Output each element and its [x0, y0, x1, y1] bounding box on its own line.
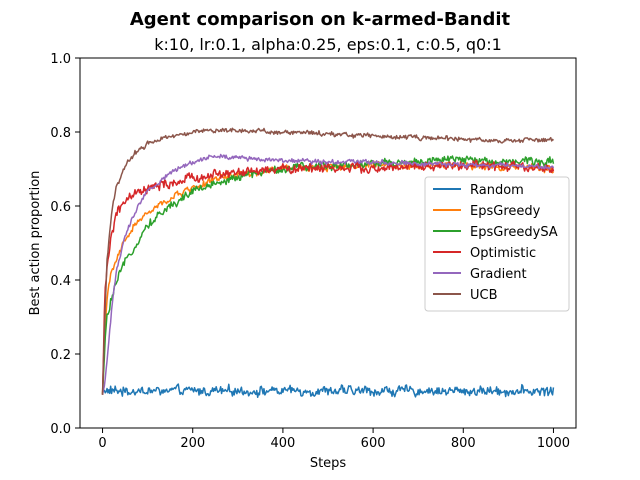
y-axis-label: Best action proportion	[28, 171, 43, 316]
series-line-random	[102, 383, 555, 399]
legend-label: EpsGreedySA	[470, 225, 558, 240]
x-tick-label: 0	[98, 436, 106, 451]
chart-title: Agent comparison on k-armed-Bandit	[130, 9, 511, 30]
x-tick-label: 400	[270, 436, 295, 451]
x-tick-label: 1000	[537, 436, 570, 451]
plot-frame	[79, 57, 577, 429]
y-tick-label: 0.8	[50, 126, 71, 141]
chart-subtitle: k:10, lr:0.1, alpha:0.25, eps:0.1, c:0.5…	[154, 35, 502, 54]
y-tick-label: 0.0	[50, 422, 71, 437]
legend-label: EpsGreedy	[470, 204, 541, 219]
y-tick-label: 1.0	[50, 52, 71, 67]
y-tick-label: 0.6	[50, 200, 71, 215]
legend: Random EpsGreedy EpsGreedySA Optimistic Grad…	[424, 176, 570, 312]
x-tick-label: 800	[451, 436, 476, 451]
legend-label: Optimistic	[470, 246, 536, 261]
legend-label: UCB	[470, 288, 498, 303]
series-line-ucb	[101, 127, 555, 395]
x-axis: 0 200 400 600 800 1000	[98, 428, 570, 451]
series-line-gradient	[101, 153, 555, 395]
x-tick-label: 600	[361, 436, 386, 451]
legend-label: Gradient	[470, 267, 527, 282]
y-tick-label: 0.2	[50, 348, 71, 363]
y-axis: 0.0 0.2 0.4 0.6 0.8 1.0	[50, 52, 80, 437]
plot-lines	[101, 127, 555, 399]
x-axis-label: Steps	[310, 456, 347, 471]
legend-label: Random	[470, 183, 524, 198]
y-tick-label: 0.4	[50, 274, 71, 289]
x-tick-label: 200	[180, 436, 205, 451]
